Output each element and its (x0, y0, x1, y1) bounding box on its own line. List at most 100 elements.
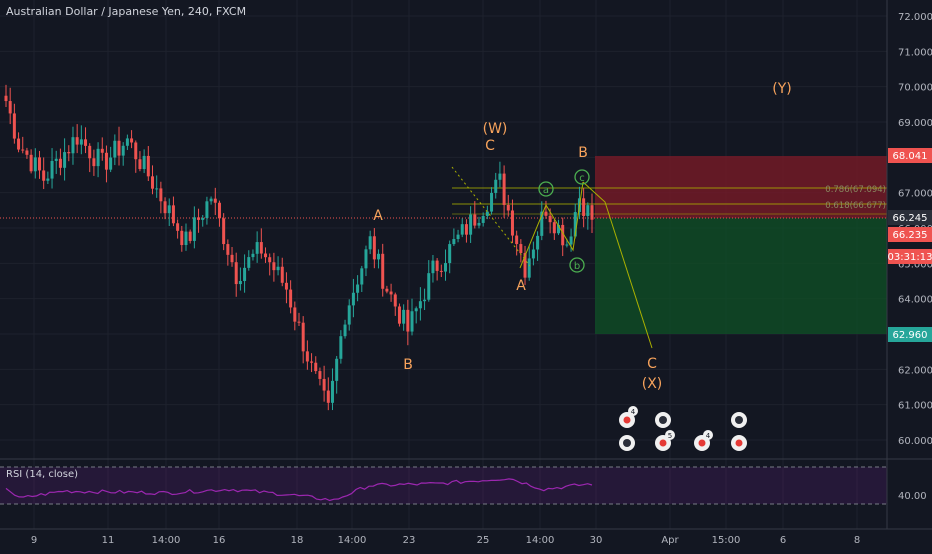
candle-body (163, 201, 167, 214)
event-icon[interactable] (731, 435, 747, 451)
candle-body (410, 311, 414, 332)
stop-price-label: 68.041 (893, 151, 928, 162)
wave-label-C-top[interactable]: C (485, 138, 495, 154)
candle-body (397, 306, 401, 324)
candle-body (104, 152, 108, 170)
candle-body (385, 288, 389, 292)
time-tick-label: 30 (590, 535, 603, 546)
candle-body (569, 236, 573, 245)
candle-body (590, 205, 594, 220)
candle-body (280, 266, 284, 283)
candle-body (264, 253, 268, 258)
stop-loss-zone[interactable] (595, 156, 887, 218)
candle-body (343, 324, 347, 337)
candle-body (113, 140, 117, 158)
candle-body (582, 198, 586, 217)
candle-body (42, 170, 46, 181)
candle-body (498, 173, 502, 180)
wave-label-B-second[interactable]: B (578, 145, 588, 161)
candle-body (209, 198, 213, 202)
candle-body (448, 244, 452, 264)
candle-body (272, 262, 276, 271)
candle-body (494, 179, 498, 193)
current-price-tag (888, 227, 932, 242)
price-tick-label: 64.000 (898, 295, 932, 306)
trend-line-dotted[interactable] (451, 166, 531, 267)
candle-body (130, 138, 134, 143)
candle-body (243, 267, 247, 281)
last-price-tag (888, 210, 932, 225)
symbol-title[interactable]: Australian Dollar / Japanese Yen, 240, F… (6, 5, 247, 18)
price-tick-label: 62.000 (898, 365, 932, 376)
candle-body (217, 202, 221, 219)
price-tick-label: 72.000 (898, 12, 932, 23)
candle-body (360, 268, 364, 285)
candle-body (46, 178, 50, 181)
wave-label-A-second[interactable]: A (516, 278, 526, 294)
event-icon[interactable]: 4 (628, 406, 638, 416)
candle-body (84, 139, 88, 146)
candle-body (305, 351, 309, 362)
target-price-label: 62.960 (893, 330, 928, 341)
price-tick-label: 65.000 (898, 259, 932, 270)
time-axis[interactable]: 9 11 14:00 16 18 14:00 23 25 14:00 30 Apr 15:00 6 8 (31, 535, 860, 546)
rsi-indicator-label[interactable]: RSI (14, close) (6, 469, 79, 480)
candle-body (565, 244, 569, 246)
candle-body (230, 254, 234, 263)
time-tick-label: 25 (477, 535, 490, 546)
candle-body (423, 299, 427, 302)
candle-body (213, 198, 217, 203)
candle-body (389, 291, 393, 295)
candle-body (339, 336, 343, 359)
candle-body (255, 242, 259, 254)
candle-body (167, 205, 171, 214)
candle-body (485, 211, 489, 216)
wave-label-X[interactable]: (X) (642, 376, 663, 392)
candle-body (259, 242, 263, 254)
candle-body (125, 138, 129, 146)
price-tick-label: 67.000 (898, 189, 932, 200)
event-icon[interactable] (619, 435, 635, 451)
candle-body (444, 263, 447, 272)
candle-body (347, 305, 351, 325)
event-icon[interactable]: 4 (703, 430, 713, 440)
candle-body (100, 148, 104, 153)
wave-label-C-projected[interactable]: C (647, 356, 657, 372)
candle-body (4, 95, 8, 102)
event-icons[interactable]: 4 5 4 (619, 406, 747, 451)
candle-body (151, 176, 154, 189)
candle-body (330, 380, 334, 403)
wave-label-W[interactable]: (W) (483, 121, 508, 137)
projection-path[interactable] (582, 181, 653, 349)
wave-label-Y[interactable]: (Y) (772, 81, 791, 97)
candle-body (71, 137, 75, 154)
event-icon[interactable]: 5 (665, 430, 675, 440)
event-icon[interactable] (731, 412, 747, 428)
candle-body (557, 224, 561, 234)
minor-wave-c-circle[interactable] (574, 169, 590, 185)
candle-body (184, 231, 188, 246)
candle-body (155, 188, 159, 190)
minor-wave-b-circle[interactable] (569, 257, 585, 273)
event-badge: 5 (668, 432, 672, 440)
candle-body (552, 222, 556, 234)
candle-body (364, 249, 368, 269)
minor-wave-a-circle[interactable] (538, 181, 554, 197)
take-profit-zone[interactable] (595, 218, 887, 334)
wave-label-A-first[interactable]: A (373, 208, 383, 224)
rsi-line (5, 478, 593, 502)
candle-body (506, 204, 510, 211)
candle-body (573, 212, 577, 237)
candle-body (268, 257, 272, 263)
event-icon[interactable] (619, 412, 635, 428)
minor-wave-path[interactable] (519, 181, 584, 269)
candle-body (284, 282, 288, 290)
candle-body (238, 280, 242, 285)
candle-body (205, 201, 209, 219)
wave-label-B-first[interactable]: B (403, 357, 413, 373)
time-tick-label: 16 (213, 535, 226, 546)
event-icon[interactable] (655, 412, 671, 428)
candle-body (8, 101, 12, 114)
